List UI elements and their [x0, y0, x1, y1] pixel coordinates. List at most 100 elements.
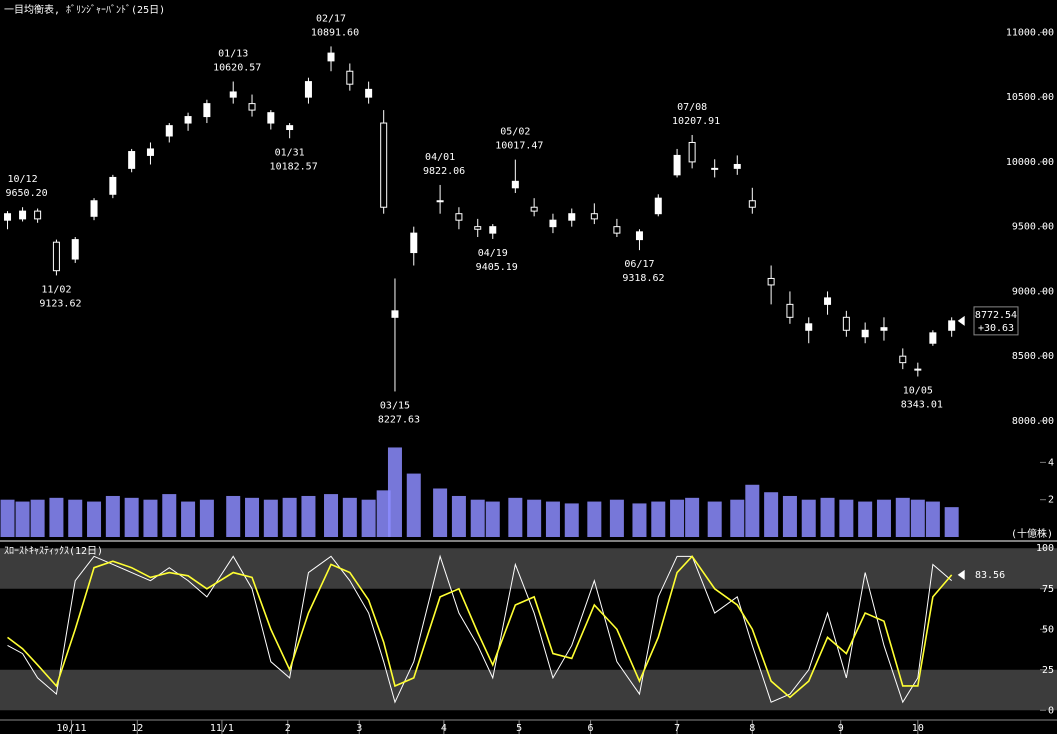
candle-body [410, 232, 418, 254]
candle-body [327, 52, 335, 62]
y-tick-label: 2 [1048, 495, 1054, 506]
annotation-value: 10207.91 [672, 116, 720, 127]
volume-bar [87, 501, 102, 537]
y-tick-label: 100 [1036, 543, 1054, 554]
y-tick-label: 4 [1048, 457, 1054, 468]
x-tick-label: 7 [674, 723, 680, 734]
annotation-date: 11/02 [41, 284, 71, 295]
candle-body [914, 368, 922, 371]
annotation-date: 03/15 [380, 400, 410, 411]
candle-body [767, 277, 775, 286]
y-tick-label: 8000.00 [1012, 416, 1054, 427]
candle-body [391, 310, 399, 318]
volume-bar [15, 501, 30, 537]
candle-body [146, 148, 154, 156]
volume-bar [282, 497, 297, 537]
volume-bar [944, 507, 959, 537]
volume-bar [406, 473, 421, 537]
volume-bar [632, 503, 647, 537]
annotation-value: 10017.47 [495, 141, 543, 152]
candle-body [530, 206, 538, 212]
y-tick-label: 8500.00 [1012, 351, 1054, 362]
candle-body [899, 355, 907, 364]
candle-body [229, 91, 237, 98]
volume-bar [387, 447, 402, 537]
candle-body [346, 70, 354, 85]
x-tick-label: 5 [516, 723, 522, 734]
x-tick-label: 11/1 [210, 723, 234, 734]
candle-body [549, 219, 557, 228]
candle-body [34, 210, 42, 220]
candle-body [365, 88, 373, 98]
candle-body [165, 125, 173, 137]
volume-bar [124, 497, 139, 537]
x-tick-label: 12 [131, 723, 143, 734]
volume-bar [685, 497, 700, 537]
candle-body [748, 200, 756, 208]
annotation-date: 01/13 [218, 49, 248, 60]
candle-body [19, 210, 27, 220]
candle-body [568, 213, 576, 221]
volume-bar [839, 499, 854, 537]
volume-bar [143, 499, 158, 537]
y-tick-label: 25 [1042, 665, 1054, 676]
candle-body [304, 81, 312, 98]
last-value-marker [957, 569, 965, 580]
y-tick-label: 75 [1042, 584, 1054, 595]
candle-body [929, 332, 937, 344]
annotation-date: 10/12 [8, 174, 38, 185]
candle-body [613, 226, 621, 234]
volume-bar [545, 501, 560, 537]
y-tick-label: 11000.00 [1006, 27, 1054, 38]
candle-body [455, 213, 463, 221]
candle-body [52, 241, 60, 272]
volume-bar [764, 492, 779, 537]
candle-body [786, 303, 794, 318]
annotation-value: 8227.63 [378, 414, 420, 425]
volume-bar [651, 501, 666, 537]
candle-body [184, 116, 192, 124]
candle-body [90, 200, 98, 217]
volume-bar [263, 499, 278, 537]
annotation-date: 04/01 [425, 152, 455, 163]
candle-body [511, 180, 519, 189]
candle-body [880, 327, 888, 331]
annotation-value: 9650.20 [5, 188, 47, 199]
annotation-date: 01/31 [275, 147, 305, 158]
y-tick-label: 10000.00 [1006, 157, 1054, 168]
y-tick-label: 50 [1042, 624, 1054, 635]
candle-body [635, 231, 643, 241]
candle-body [71, 239, 79, 260]
candle-body [654, 197, 662, 215]
volume-bar [0, 499, 15, 537]
candle-body [128, 151, 136, 169]
last-change-label: +30.63 [978, 323, 1014, 334]
volume-bar [433, 488, 448, 537]
candle-body [109, 176, 117, 195]
volume-bar [301, 495, 316, 537]
x-tick-label: 9 [838, 723, 844, 734]
volume-bar [820, 497, 835, 537]
annotation-value: 10182.57 [270, 161, 318, 172]
volume-bar [745, 484, 760, 537]
annotation-date: 06/17 [624, 259, 654, 270]
candle-body [861, 329, 869, 338]
annotation-value: 8343.01 [901, 400, 943, 411]
candle-body [805, 323, 813, 331]
unit-label: (十億株) [1011, 527, 1053, 540]
annotation-value: 9123.62 [39, 298, 81, 309]
volume-bar [376, 490, 391, 537]
volume-bar [470, 499, 485, 537]
candle-body [733, 163, 741, 169]
volume-bar [199, 499, 214, 537]
candle-body [688, 141, 696, 163]
volume-bar [587, 501, 602, 537]
volume-bar [30, 499, 45, 537]
last-value-label: 83.56 [975, 570, 1005, 581]
candle-body [286, 125, 294, 131]
y-tick-label: 10500.00 [1006, 92, 1054, 103]
candle-body [267, 112, 275, 124]
volume-bar [245, 497, 260, 537]
candle-body [590, 213, 598, 220]
